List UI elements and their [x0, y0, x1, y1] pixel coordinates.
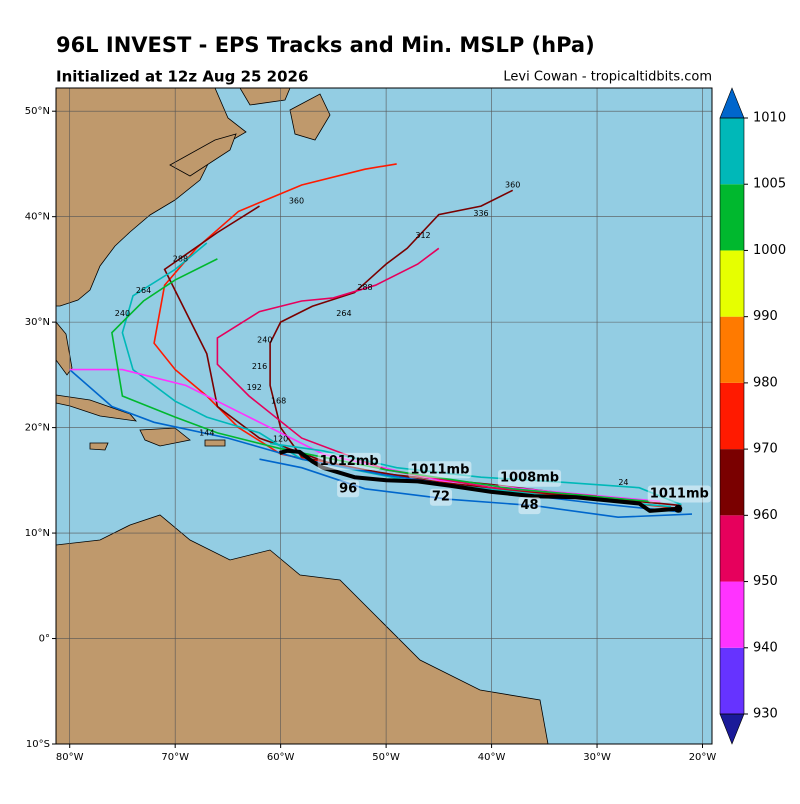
mean-label-box — [337, 480, 360, 498]
colorbar-segment — [720, 382, 744, 450]
hour-label: 24 — [618, 478, 628, 487]
mean-label: 96 — [337, 480, 360, 498]
lat-tick-label: 40°N — [25, 212, 50, 223]
map-layer: 360 336 312 288 264 240 216 192 168 144 120 24 240 26… — [56, 88, 712, 744]
mean-label: 72 — [429, 488, 452, 506]
colorbar-segment — [720, 581, 744, 648]
colorbar-tick-label: 990 — [753, 309, 778, 324]
ensemble-track — [111, 258, 650, 503]
hour-label: 288 — [173, 254, 188, 263]
colorbar-frame — [719, 117, 745, 715]
hour-label: 264 — [336, 309, 351, 318]
mean-label-box — [408, 461, 472, 479]
subtitle: Initialized at 12z Aug 25 2026 — [56, 68, 308, 86]
ensemble-track — [69, 368, 682, 513]
mean-label-box — [317, 452, 381, 470]
colorbar-tick-label: 960 — [753, 508, 778, 523]
lat-tick-label: 0° — [39, 634, 50, 645]
lat-tick-label: 10°N — [25, 528, 50, 539]
lon-tick-label: 30°W — [583, 752, 611, 763]
hour-label: 144 — [199, 428, 214, 437]
mean-label: 1008mb — [498, 469, 562, 487]
hour-label: 168 — [271, 397, 286, 406]
lat-tick-label: 20°N — [25, 423, 50, 434]
lon-tick-label: 40°W — [478, 752, 506, 763]
mean-label-text: 96 — [339, 481, 357, 496]
map-frame — [55, 87, 713, 745]
colorbar-segment — [720, 515, 744, 582]
mean-label-box — [429, 488, 452, 506]
colorbar-tick-label: 1005 — [753, 177, 786, 192]
hour-label: 336 — [473, 209, 488, 218]
colorbar-over — [719, 87, 745, 119]
mean-label-box — [647, 485, 711, 503]
lon-tick-label: 80°W — [56, 752, 84, 763]
colorbar-segment — [720, 647, 744, 714]
hour-label: 240 — [115, 309, 130, 318]
hour-label: 192 — [247, 383, 262, 392]
hour-label: 312 — [415, 231, 430, 240]
lon-tick-label: 70°W — [161, 752, 189, 763]
colorbar-tick-label: 970 — [753, 442, 778, 457]
colorbar-segment — [720, 118, 744, 185]
colorbar-segment — [720, 449, 744, 516]
mean-label: 1012mb — [317, 452, 381, 470]
lon-tick-label: 50°W — [372, 752, 400, 763]
colorbar-under — [719, 713, 745, 745]
hour-label: 240 — [257, 336, 272, 345]
credit: Levi Cowan - tropicaltidbits.com — [503, 70, 712, 85]
hour-label: 216 — [252, 362, 267, 371]
hour-label: 120 — [273, 435, 288, 444]
colorbar-tick-label: 940 — [753, 640, 778, 655]
ensemble-track — [269, 442, 682, 506]
ensemble-track — [259, 458, 693, 519]
colorbar-tick-label: 1000 — [753, 243, 786, 258]
ensemble-track — [69, 368, 661, 503]
mean-label: 48 — [518, 497, 541, 515]
mean-label-box — [518, 497, 541, 515]
colorbar-tick-label: 950 — [753, 574, 778, 589]
mean-track — [279, 448, 679, 513]
mean-label-box — [498, 469, 562, 487]
colorbar-segment — [720, 184, 744, 251]
mean-track-start — [674, 504, 683, 513]
colorbar-segment — [720, 316, 744, 383]
lon-tick-label: 20°W — [689, 752, 717, 763]
ensemble-track — [163, 205, 661, 505]
mean-label: 1011mb — [647, 485, 711, 503]
lat-tick-label: 10°S — [26, 739, 50, 750]
hour-label: 360 — [289, 196, 304, 205]
hour-label: 264 — [136, 286, 151, 295]
hour-label: 288 — [357, 283, 372, 292]
colorbar-tick-label: 980 — [753, 375, 778, 390]
mean-label-text: 72 — [432, 490, 450, 505]
mean-label-text: 1011mb — [650, 487, 709, 502]
colorbar-segment — [720, 250, 744, 317]
hour-label: 360 — [505, 181, 520, 190]
lat-tick-label: 30°N — [25, 317, 50, 328]
colorbar-tick-label: 930 — [753, 707, 778, 722]
title: 96L INVEST - EPS Tracks and Min. MSLP (h… — [56, 33, 595, 57]
mean-label-text: 1008mb — [500, 471, 559, 486]
mean-label-text: 1012mb — [320, 454, 379, 469]
mean-label: 1011mb — [408, 461, 472, 479]
land — [56, 88, 549, 744]
mean-label-text: 48 — [520, 498, 538, 513]
lat-tick-label: 50°N — [25, 106, 50, 117]
lon-tick-label: 60°W — [267, 752, 295, 763]
mean-label-text: 1011mb — [410, 462, 469, 477]
colorbar-tick-label: 1010 — [753, 111, 786, 126]
